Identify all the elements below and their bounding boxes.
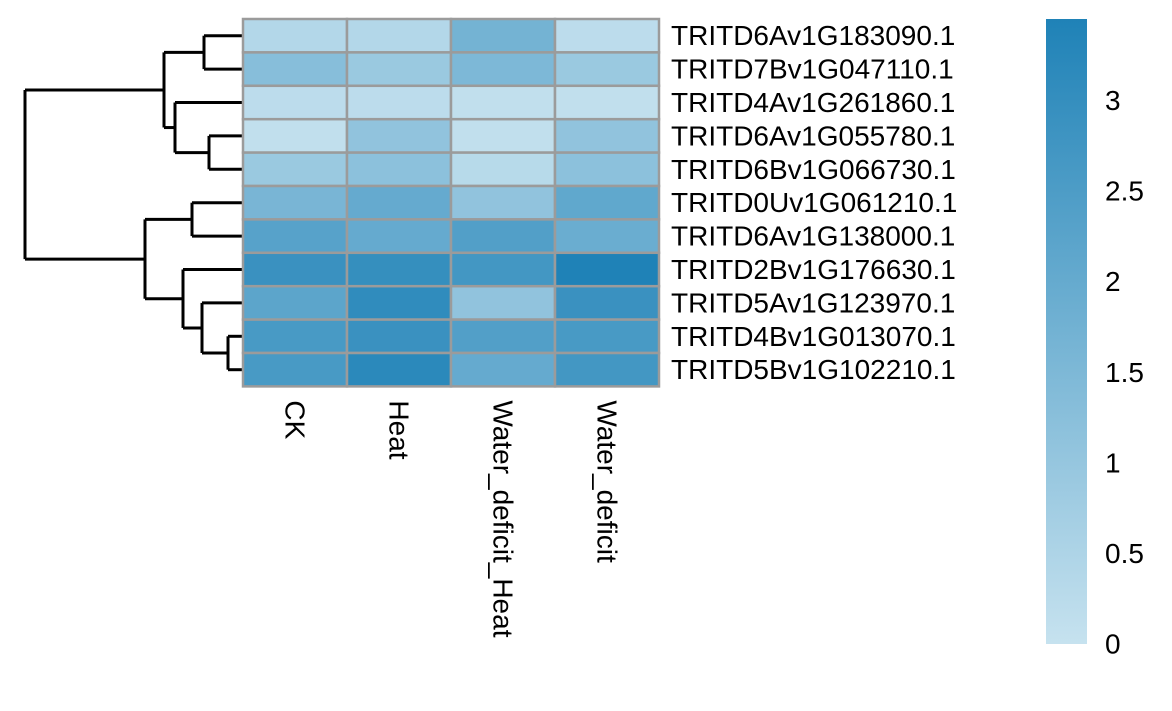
row-label: TRITD2Bv1G176630.1 bbox=[671, 254, 956, 285]
heatmap-cell bbox=[553, 284, 661, 321]
heatmap-cell bbox=[241, 318, 349, 355]
color-legend: 0 0.5 1 1.5 2 2.5 3 bbox=[1046, 19, 1144, 660]
row-label: TRITD6Av1G138000.1 bbox=[671, 221, 955, 252]
column-label: Heat bbox=[384, 400, 415, 459]
heatmap-cell bbox=[449, 51, 557, 88]
heatmap-cell bbox=[345, 351, 453, 388]
heatmap-cell bbox=[241, 151, 349, 188]
row-dendrogram bbox=[23, 34, 243, 372]
row-labels: TRITD6Av1G183090.1TRITD7Bv1G047110.1TRIT… bbox=[671, 20, 957, 385]
heatmap-cell bbox=[345, 51, 453, 88]
heatmap-cell bbox=[345, 117, 453, 154]
heatmap-cell bbox=[449, 218, 557, 255]
column-label: CK bbox=[280, 400, 311, 439]
heatmap-cell bbox=[449, 17, 557, 54]
heatmap-cell bbox=[345, 151, 453, 188]
legend-tick-label: 3 bbox=[1105, 85, 1121, 116]
heatmap-cells bbox=[241, 17, 661, 388]
heatmap-cell bbox=[553, 117, 661, 154]
legend-tick-label: 0 bbox=[1105, 629, 1121, 660]
heatmap-cell bbox=[345, 318, 453, 355]
heatmap-cell bbox=[241, 184, 349, 221]
heatmap-cell bbox=[345, 251, 453, 288]
row-label: TRITD5Bv1G102210.1 bbox=[671, 354, 956, 385]
row-label: TRITD5Av1G123970.1 bbox=[671, 287, 955, 318]
legend-color-bar bbox=[1046, 19, 1087, 644]
heatmap-cell bbox=[345, 84, 453, 121]
heatmap-cell bbox=[241, 51, 349, 88]
column-labels: CK Heat Water_deficit_Heat Water_deficit bbox=[280, 400, 623, 637]
column-label: Water_deficit_Heat bbox=[488, 400, 519, 637]
heatmap-cell bbox=[241, 17, 349, 54]
legend-tick-label: 1.5 bbox=[1105, 357, 1144, 388]
heatmap-cell bbox=[553, 318, 661, 355]
heatmap-cell bbox=[553, 51, 661, 88]
heatmap-cell bbox=[553, 184, 661, 221]
heatmap-cell bbox=[345, 218, 453, 255]
legend-tick-label: 2.5 bbox=[1105, 176, 1144, 207]
heatmap-cell bbox=[241, 117, 349, 154]
heatmap-cell bbox=[553, 218, 661, 255]
column-label: Water_deficit bbox=[592, 400, 623, 563]
heatmap-cell bbox=[553, 84, 661, 121]
heatmap-cell bbox=[345, 184, 453, 221]
heatmap-cell bbox=[449, 184, 557, 221]
heatmap-cell bbox=[241, 84, 349, 121]
heatmap-cell bbox=[241, 251, 349, 288]
heatmap-cell bbox=[449, 84, 557, 121]
heatmap-cell bbox=[345, 17, 453, 54]
heatmap-cell bbox=[241, 218, 349, 255]
heatmap-cell bbox=[449, 117, 557, 154]
heatmap-cell bbox=[449, 284, 557, 321]
legend-tick-label: 1 bbox=[1105, 447, 1121, 478]
heatmap-cell bbox=[345, 284, 453, 321]
heatmap-cell bbox=[449, 151, 557, 188]
row-label: TRITD0Uv1G061210.1 bbox=[671, 187, 957, 218]
row-label: TRITD6Av1G055780.1 bbox=[671, 120, 955, 151]
legend-tick-label: 2 bbox=[1105, 266, 1121, 297]
heatmap-cell bbox=[449, 318, 557, 355]
heatmap-cell bbox=[553, 151, 661, 188]
row-label: TRITD6Bv1G066730.1 bbox=[671, 154, 956, 185]
row-label: TRITD4Bv1G013070.1 bbox=[671, 321, 956, 352]
legend-tick-label: 0.5 bbox=[1105, 538, 1144, 569]
heatmap-cell bbox=[553, 17, 661, 54]
heatmap-cell bbox=[449, 351, 557, 388]
row-label: TRITD4Av1G261860.1 bbox=[671, 87, 955, 118]
heatmap-cell bbox=[241, 351, 349, 388]
heatmap-cell bbox=[553, 351, 661, 388]
heatmap-cell bbox=[449, 251, 557, 288]
row-label: TRITD7Bv1G047110.1 bbox=[671, 54, 954, 85]
heatmap-cell bbox=[241, 284, 349, 321]
row-label: TRITD6Av1G183090.1 bbox=[671, 20, 955, 51]
heatmap-cell bbox=[553, 251, 661, 288]
